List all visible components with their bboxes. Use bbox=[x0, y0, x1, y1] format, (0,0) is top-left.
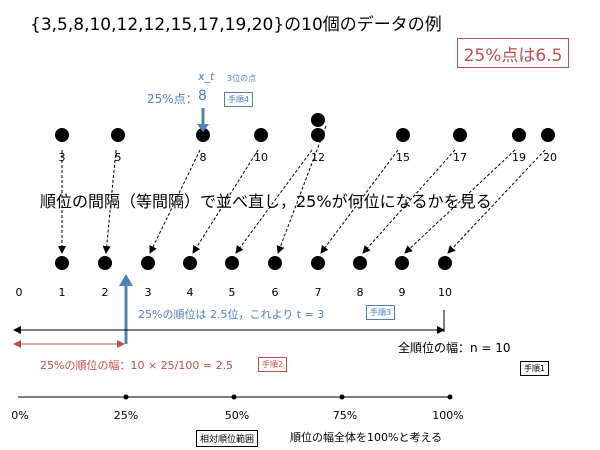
data-dot-20 bbox=[541, 128, 555, 142]
rank-label: 10 bbox=[438, 286, 452, 299]
data-dot-12a bbox=[311, 113, 325, 127]
data-value-label: 3 bbox=[58, 151, 66, 164]
rank-dot-3 bbox=[141, 256, 155, 270]
rank-label: 6 bbox=[271, 286, 279, 299]
mapping-arrows bbox=[58, 125, 546, 254]
data-value-label: 19 bbox=[512, 151, 526, 164]
data-dot-10 bbox=[254, 128, 268, 142]
rank-label: 2 bbox=[101, 286, 109, 299]
data-dot-8 bbox=[196, 128, 210, 142]
data-value-label: 12 bbox=[311, 151, 325, 164]
rank-label: 1 bbox=[58, 286, 66, 299]
data-dot-15 bbox=[396, 128, 410, 142]
q25-value: 8 bbox=[198, 88, 207, 104]
rank-label: 3 bbox=[144, 286, 152, 299]
step4-badge: 手順4 bbox=[224, 92, 254, 107]
data-value-label: 15 bbox=[396, 151, 410, 164]
instruction-text: 順位の間隔（等間隔）で並べ直し，25%が何位になるかを見る bbox=[40, 192, 492, 211]
rank-dot-1 bbox=[55, 256, 69, 270]
data-value-label: 17 bbox=[453, 151, 467, 164]
rank-dot-9 bbox=[395, 256, 409, 270]
rank-dot-6 bbox=[268, 256, 282, 270]
data-dot-3 bbox=[55, 128, 69, 142]
percent-tick-label: 50% bbox=[224, 409, 250, 422]
rank-label: 0 bbox=[15, 286, 23, 299]
rank-dot-8 bbox=[353, 256, 367, 270]
step1-badge: 手順1 bbox=[520, 361, 550, 376]
answer-box: 25%点は6.5 bbox=[457, 38, 569, 68]
data-value-label: 10 bbox=[254, 151, 268, 164]
total-width-text: 全順位の幅：n = 10 bbox=[398, 341, 511, 355]
rank3-label: 3位の点 bbox=[227, 74, 257, 83]
rank-dot-10 bbox=[438, 256, 452, 270]
percent-tick-label: 75% bbox=[332, 409, 358, 422]
rank-25-text: 25%の順位は 2.5位，これより t = 3 bbox=[138, 308, 325, 321]
rank-label: 8 bbox=[356, 286, 364, 299]
percent-tick-label: 25% bbox=[113, 409, 139, 422]
step3-badge: 手順3 bbox=[366, 305, 396, 320]
xt-label: x_t bbox=[198, 70, 215, 83]
rank-label: 4 bbox=[186, 286, 194, 299]
relative-range-note: 順位の幅全体を100%と考える bbox=[290, 431, 443, 444]
data-dot-19 bbox=[512, 128, 526, 142]
data-value-label: 5 bbox=[114, 151, 122, 164]
data-dot-5 bbox=[111, 128, 125, 142]
percent-tick-label: 100% bbox=[432, 409, 464, 422]
rank-dot-2 bbox=[98, 256, 112, 270]
relative-range-badge: 相対順位範囲 bbox=[196, 430, 259, 447]
data-value-label: 8 bbox=[199, 151, 207, 164]
q25-label: 25%点： bbox=[147, 92, 198, 106]
percent-tick-label: 0% bbox=[11, 409, 29, 422]
width-25-text: 25%の順位の幅：10 × 25/100 = 2.5 bbox=[40, 359, 234, 372]
data-value-label: 20 bbox=[543, 151, 557, 164]
step2-badge: 手順2 bbox=[258, 357, 288, 372]
rank-dot-7 bbox=[311, 256, 325, 270]
rank-label: 7 bbox=[314, 286, 322, 299]
data-dot-17 bbox=[453, 128, 467, 142]
data-dot-12b bbox=[311, 128, 325, 142]
rank-label: 5 bbox=[228, 286, 236, 299]
rank-dot-5 bbox=[225, 256, 239, 270]
rank-label: 9 bbox=[398, 286, 406, 299]
rank-dot-4 bbox=[183, 256, 197, 270]
page-title: {3,5,8,10,12,12,15,17,19,20}の10個のデータの例 bbox=[30, 15, 442, 35]
